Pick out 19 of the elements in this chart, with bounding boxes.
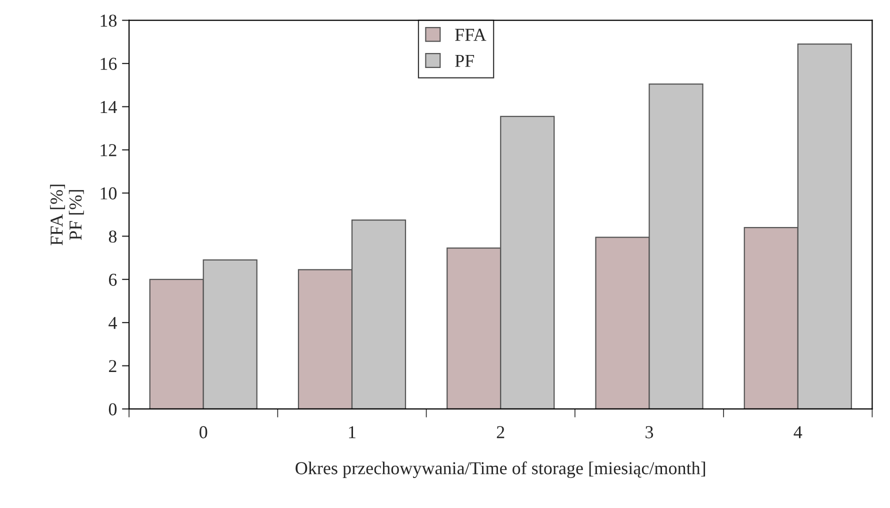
- y-axis-title: FFA [%] PF [%]: [50, 184, 84, 246]
- y-tick-label: 0: [108, 403, 117, 416]
- x-tick-label: 4: [794, 426, 802, 438]
- x-tick-label: 1: [349, 426, 356, 438]
- y-tick-label: 12: [100, 144, 116, 156]
- y-tick-label: 4: [108, 316, 117, 329]
- y-tick-label: 8: [108, 230, 117, 243]
- x-tick-label: 3: [646, 426, 654, 438]
- y-tick-label: 18: [100, 14, 117, 27]
- y-tick-label: 6: [108, 274, 117, 286]
- legend-label: FFA: [455, 28, 486, 41]
- x-tick-label: 2: [496, 426, 504, 438]
- y-tick-label: 16: [100, 58, 117, 70]
- x-axis-title: Okres przechowywania/Time of storage [miesiąc/month]: [296, 461, 706, 478]
- y-tick-label: 10: [100, 187, 117, 200]
- y-tick-label: 14: [100, 101, 117, 113]
- legend-label: PF: [455, 54, 474, 67]
- x-tick-label: 0: [200, 426, 208, 438]
- y-tick-label: 2: [109, 360, 116, 372]
